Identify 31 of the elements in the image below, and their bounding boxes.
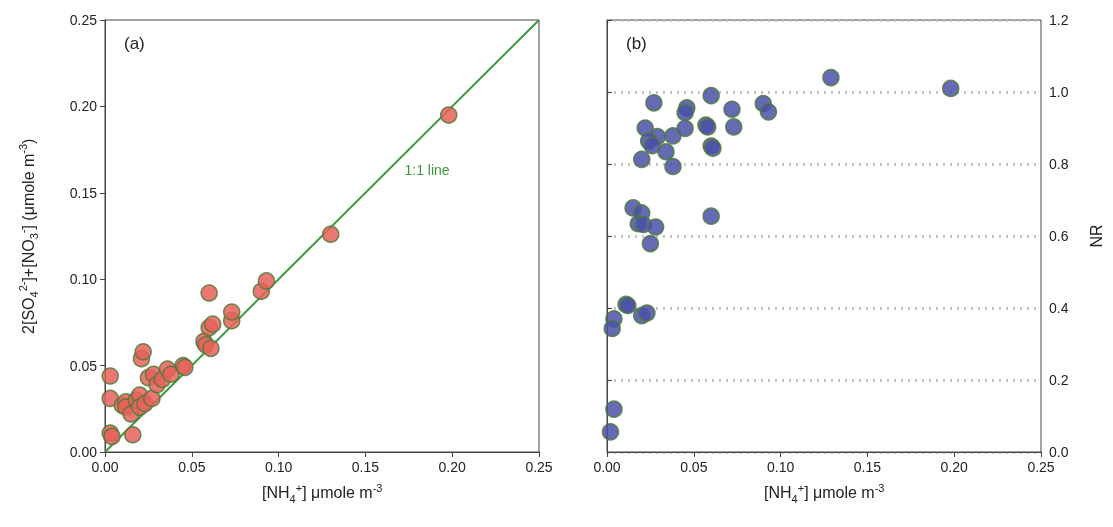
x-tick-label: 0.20 [438,459,467,475]
x-tick-label: 0.05 [178,459,206,475]
y2-tick-label: 1.0 [1049,84,1069,100]
y-tick-label: 0.15 [69,184,98,201]
x-tick-label: 0.00 [91,459,119,475]
x-axis-title: [NH$_{4}$$^{+}$] μmole m$^{-3}$ [262,482,383,505]
x-tick-label: 0.00 [593,459,621,475]
y-tick-label: 0.25 [69,12,98,28]
x-tick-label: 0.10 [264,459,293,475]
x-tick-label: 0.15 [853,459,882,475]
text: (b) [626,34,647,53]
x-tick-label: 0.10 [766,459,795,475]
x-tick-label: 0.20 [940,459,969,475]
y2-axis-title: NR [1087,224,1106,248]
y-tick-label: 0.10 [69,271,98,288]
x-axis-title: [NH$_{4}$$^{+}$] μmole m$^{-3}$ [764,482,885,505]
x-tick-label: 0.15 [351,459,380,475]
x-tick-label: 0.25 [525,459,553,475]
y-tick-label: 0.00 [69,444,98,460]
x-tick-label: 0.05 [680,459,708,475]
x-tick-label: 0.25 [1027,459,1055,475]
y2-tick-label: 0.8 [1049,156,1069,172]
y2-tick-label: 0.4 [1049,300,1069,316]
y2-tick-label: 0.2 [1049,372,1069,388]
y2-tick-label: 0.6 [1049,228,1069,244]
y2-tick-label: 1.2 [1049,12,1069,28]
y2-tick-label: 0.0 [1049,444,1069,460]
y-tick-label: 0.20 [69,98,98,115]
annotation: 1:1 line [404,161,450,178]
text: (a) [124,34,145,53]
y-tick-label: 0.05 [69,357,98,374]
